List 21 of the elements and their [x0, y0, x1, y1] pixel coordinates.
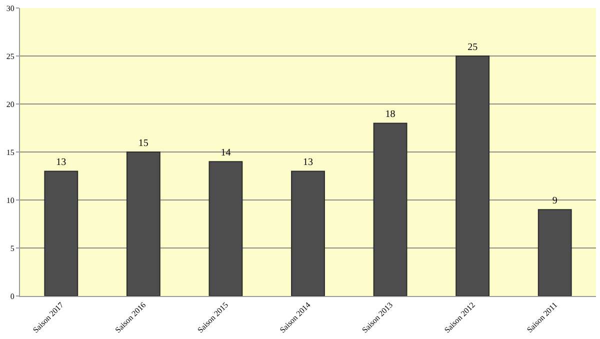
bar: [291, 170, 325, 296]
data-label: 13: [56, 157, 66, 168]
data-label: 18: [385, 109, 396, 120]
data-label: 13: [303, 157, 313, 168]
y-tick-label: 30: [6, 4, 14, 13]
y-tick-label: 10: [6, 196, 14, 205]
y-tick-label: 5: [10, 244, 14, 253]
y-tick-label: 15: [6, 148, 14, 157]
data-label: 25: [468, 42, 478, 53]
bar: [538, 209, 572, 296]
bar: [208, 161, 243, 296]
data-label: 9: [552, 196, 558, 207]
bar: [44, 170, 78, 296]
bar: [373, 122, 408, 296]
y-tick-label: 25: [6, 52, 14, 61]
y-tick-label: 0: [10, 292, 14, 301]
y-tick-label: 20: [6, 100, 14, 109]
data-label: 14: [220, 148, 231, 159]
data-label: 15: [138, 138, 148, 149]
bar: [456, 56, 490, 296]
bar: [126, 152, 160, 296]
